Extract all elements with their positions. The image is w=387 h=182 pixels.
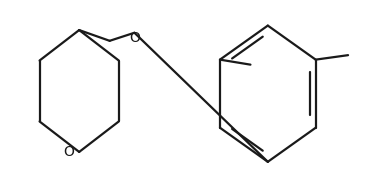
Text: O: O [129,31,140,45]
Text: O: O [63,145,74,159]
